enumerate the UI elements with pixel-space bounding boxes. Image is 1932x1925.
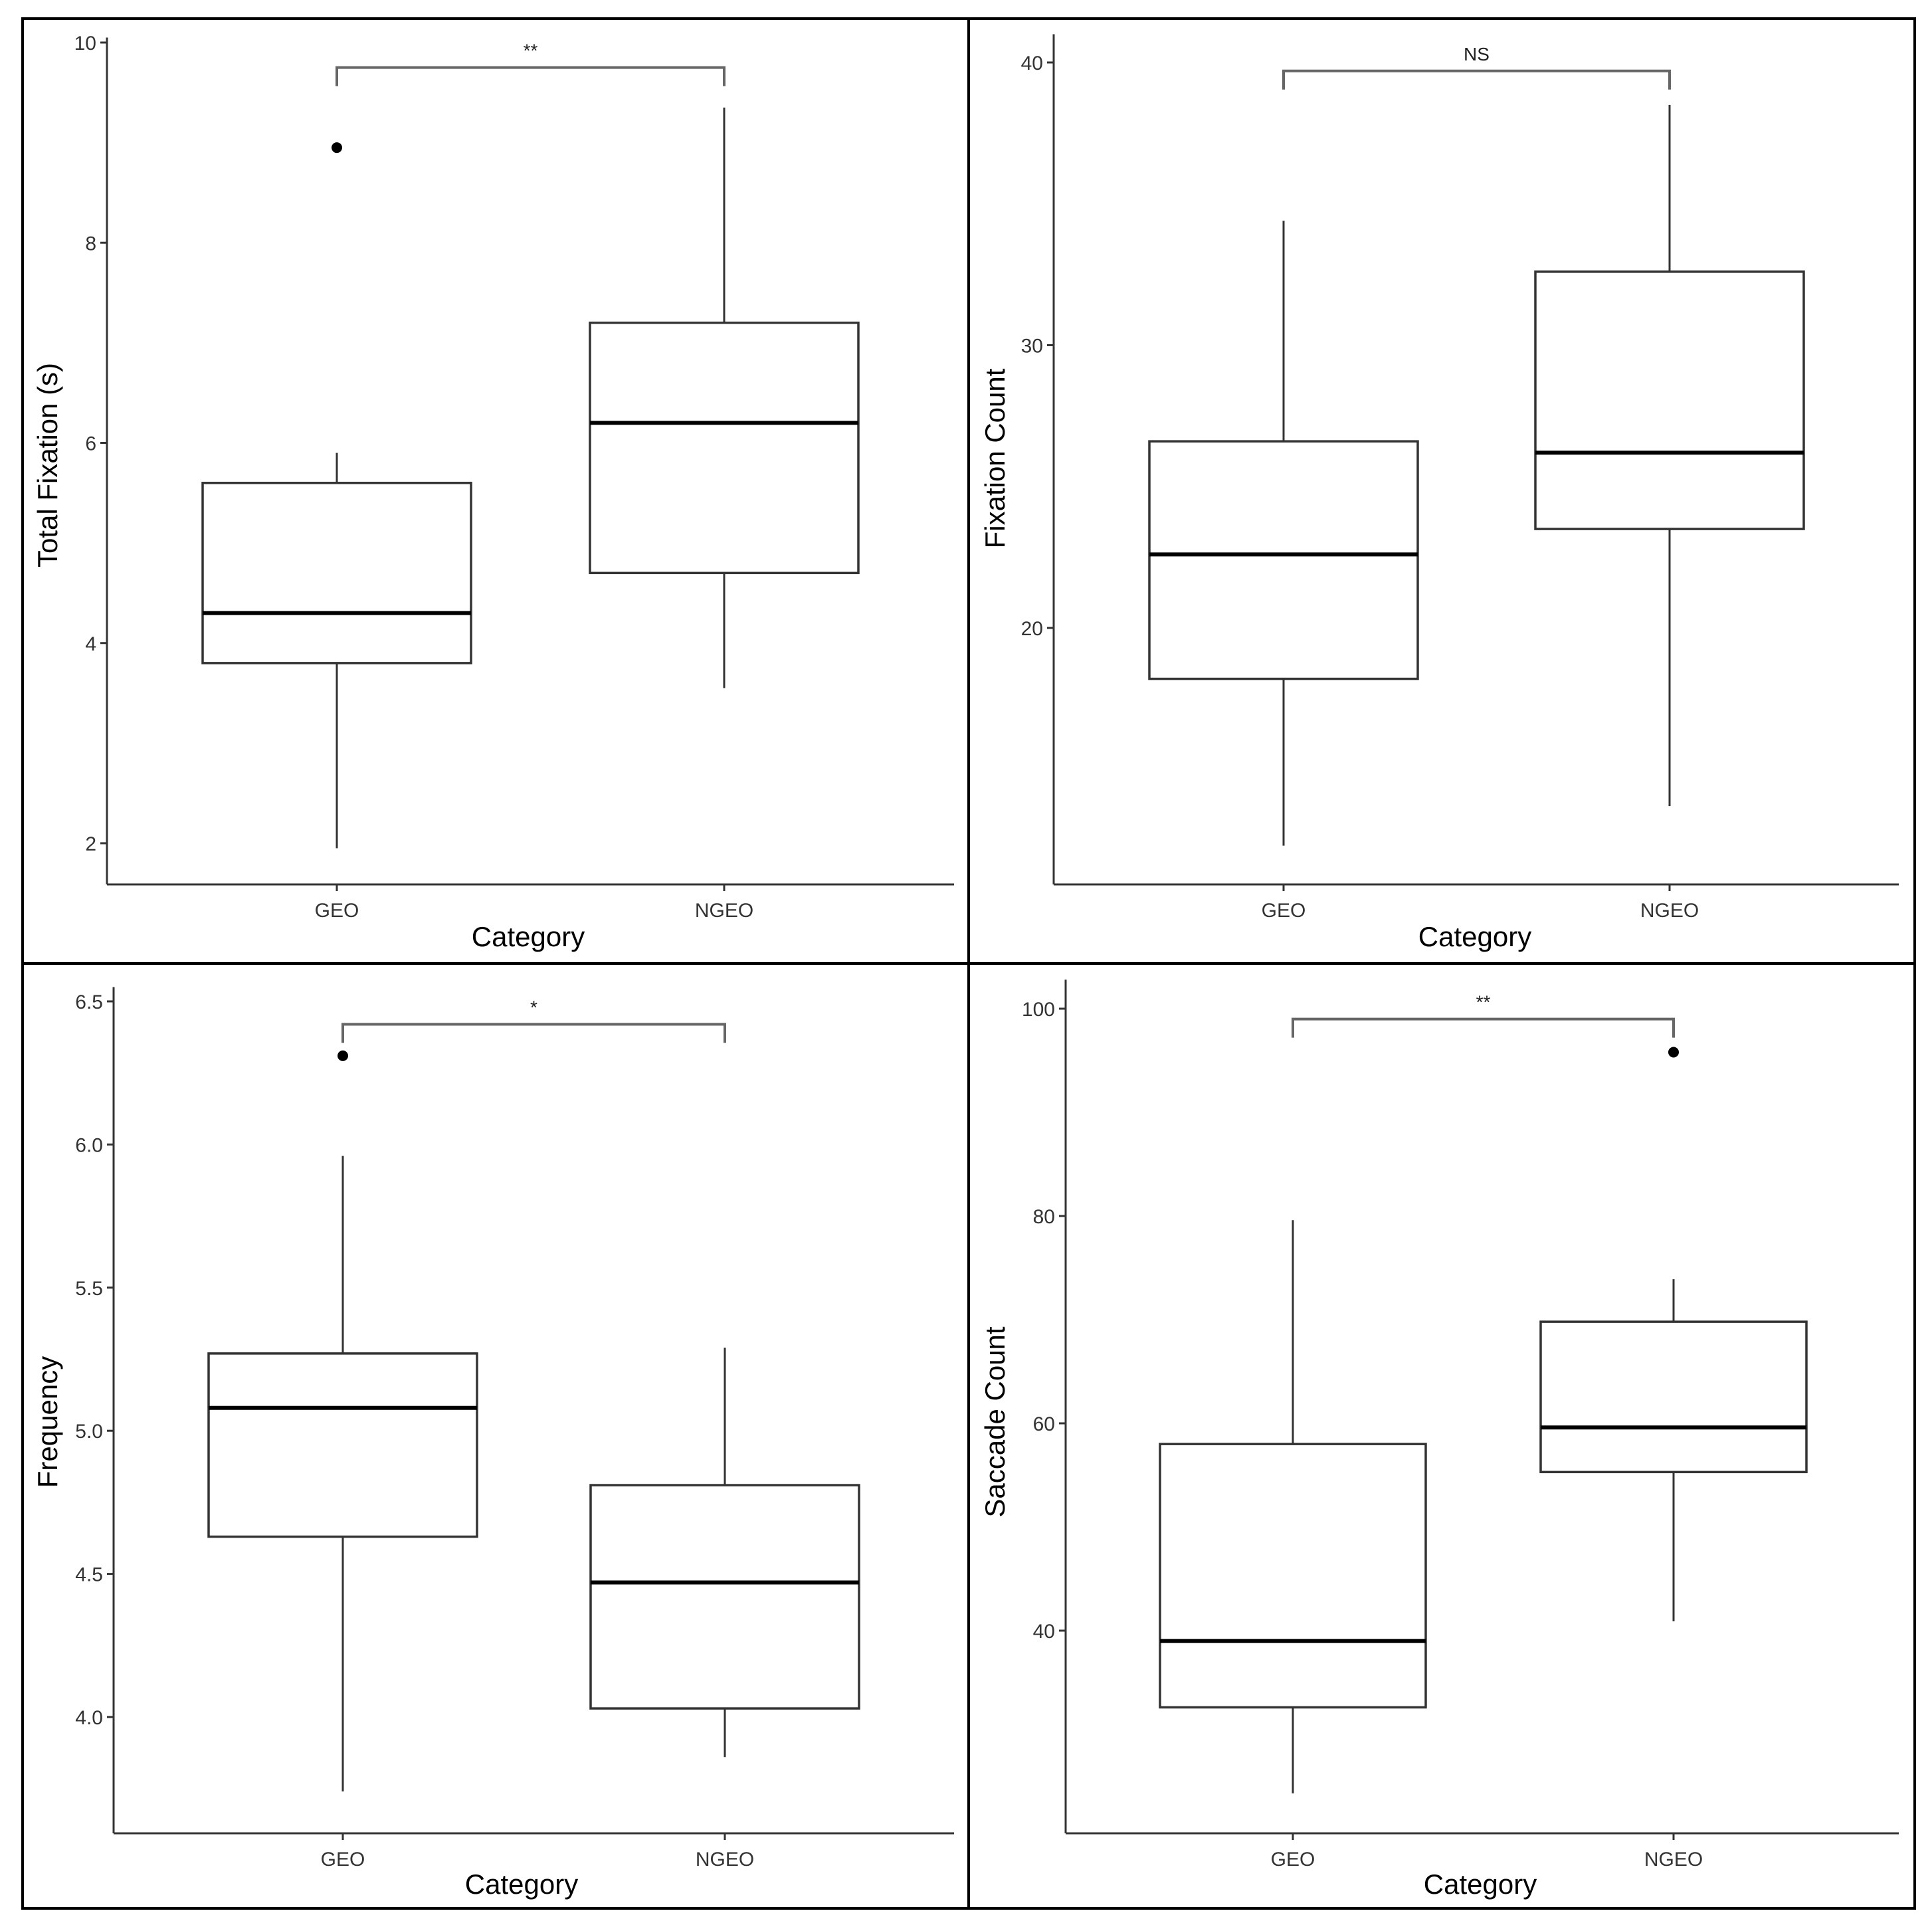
significance-label: * bbox=[530, 997, 537, 1017]
outlier-point bbox=[1668, 1047, 1679, 1058]
y-axis-title: Frequency bbox=[32, 1356, 63, 1488]
y-tick-label: 10 bbox=[74, 33, 96, 54]
y-tick-label: 4.5 bbox=[75, 1564, 103, 1586]
box-ngeo bbox=[1534, 104, 1805, 807]
box-iqr bbox=[207, 1352, 478, 1538]
significance-bracket bbox=[1292, 1017, 1675, 1038]
x-tick-label: NGEO bbox=[1640, 900, 1699, 922]
y-tick-label: 8 bbox=[85, 233, 96, 254]
box-iqr bbox=[1159, 1443, 1427, 1709]
box-geo bbox=[207, 1050, 478, 1792]
box-iqr bbox=[1539, 1320, 1808, 1474]
outlier-point bbox=[338, 1050, 348, 1061]
y-tick-label: 20 bbox=[1021, 618, 1043, 640]
x-tick-label: GEO bbox=[1271, 1849, 1315, 1871]
x-axis-title: Category bbox=[465, 1869, 578, 1900]
y-tick-label: 6 bbox=[85, 433, 96, 455]
box-ngeo bbox=[1539, 1047, 1808, 1621]
panel-saccade-count: 40 60 80 100 GEO NGEO Category Saccade Count ** bbox=[967, 962, 1916, 1910]
significance-label: NS bbox=[1464, 44, 1490, 64]
panel-fixation-count: 20 30 40 GEO NGEO Category Fixation Count NS bbox=[967, 17, 1916, 965]
y-tick-label: 2 bbox=[85, 833, 96, 855]
y-axis-title: Saccade Count bbox=[979, 1326, 1011, 1518]
box-iqr bbox=[589, 1484, 860, 1710]
y-tick-label: 6.5 bbox=[75, 991, 103, 1013]
x-axis-title: Category bbox=[1424, 1869, 1537, 1900]
y-tick-label: 4 bbox=[85, 633, 96, 655]
y-axis-title: Total Fixation (s) bbox=[32, 363, 63, 567]
box-geo bbox=[1159, 1220, 1427, 1793]
y-tick-label: 5.5 bbox=[75, 1278, 103, 1300]
significance-label: ** bbox=[524, 41, 538, 61]
box-iqr bbox=[1148, 440, 1419, 680]
outlier-point bbox=[332, 142, 342, 153]
box-ngeo bbox=[589, 1348, 860, 1758]
x-tick-label: NGEO bbox=[695, 900, 753, 922]
x-tick-label: GEO bbox=[321, 1849, 365, 1871]
y-tick-label: 60 bbox=[1033, 1413, 1055, 1435]
panel-frequency: 4.0 4.5 5.0 5.5 6.0 6.5 GEO NGEO Category Frequen… bbox=[21, 962, 970, 1910]
box-iqr bbox=[1534, 270, 1805, 530]
significance-bracket bbox=[1282, 69, 1671, 90]
y-tick-label: 5.0 bbox=[75, 1421, 103, 1443]
box-ngeo bbox=[589, 107, 860, 688]
panel-border bbox=[21, 962, 970, 1910]
x-tick-label: NGEO bbox=[696, 1849, 754, 1871]
box-geo bbox=[1148, 221, 1419, 846]
y-axis-title: Fixation Count bbox=[979, 368, 1011, 548]
panel-border bbox=[967, 962, 1916, 1910]
y-tick-label: 40 bbox=[1021, 52, 1043, 74]
y-tick-label: 40 bbox=[1033, 1621, 1055, 1643]
box-iqr bbox=[201, 482, 472, 664]
panel-total-fixation: 2 4 6 8 10 GEO NGEO Category Total Fixation (s) *… bbox=[21, 17, 970, 965]
y-tick-label: 80 bbox=[1033, 1206, 1055, 1228]
x-tick-label: GEO bbox=[315, 900, 359, 922]
box-geo bbox=[201, 142, 472, 849]
y-tick-label: 6.0 bbox=[75, 1134, 103, 1156]
significance-bracket bbox=[341, 1023, 726, 1043]
x-tick-label: GEO bbox=[1262, 900, 1306, 922]
box-iqr bbox=[589, 322, 860, 575]
x-tick-label: NGEO bbox=[1644, 1849, 1703, 1871]
significance-bracket bbox=[336, 66, 725, 86]
significance-label: ** bbox=[1476, 992, 1491, 1013]
x-axis-title: Category bbox=[472, 921, 585, 952]
x-axis-title: Category bbox=[1418, 921, 1531, 952]
y-tick-label: 100 bbox=[1022, 999, 1055, 1021]
y-tick-label: 4.0 bbox=[75, 1707, 103, 1729]
y-tick-label: 30 bbox=[1021, 336, 1043, 357]
